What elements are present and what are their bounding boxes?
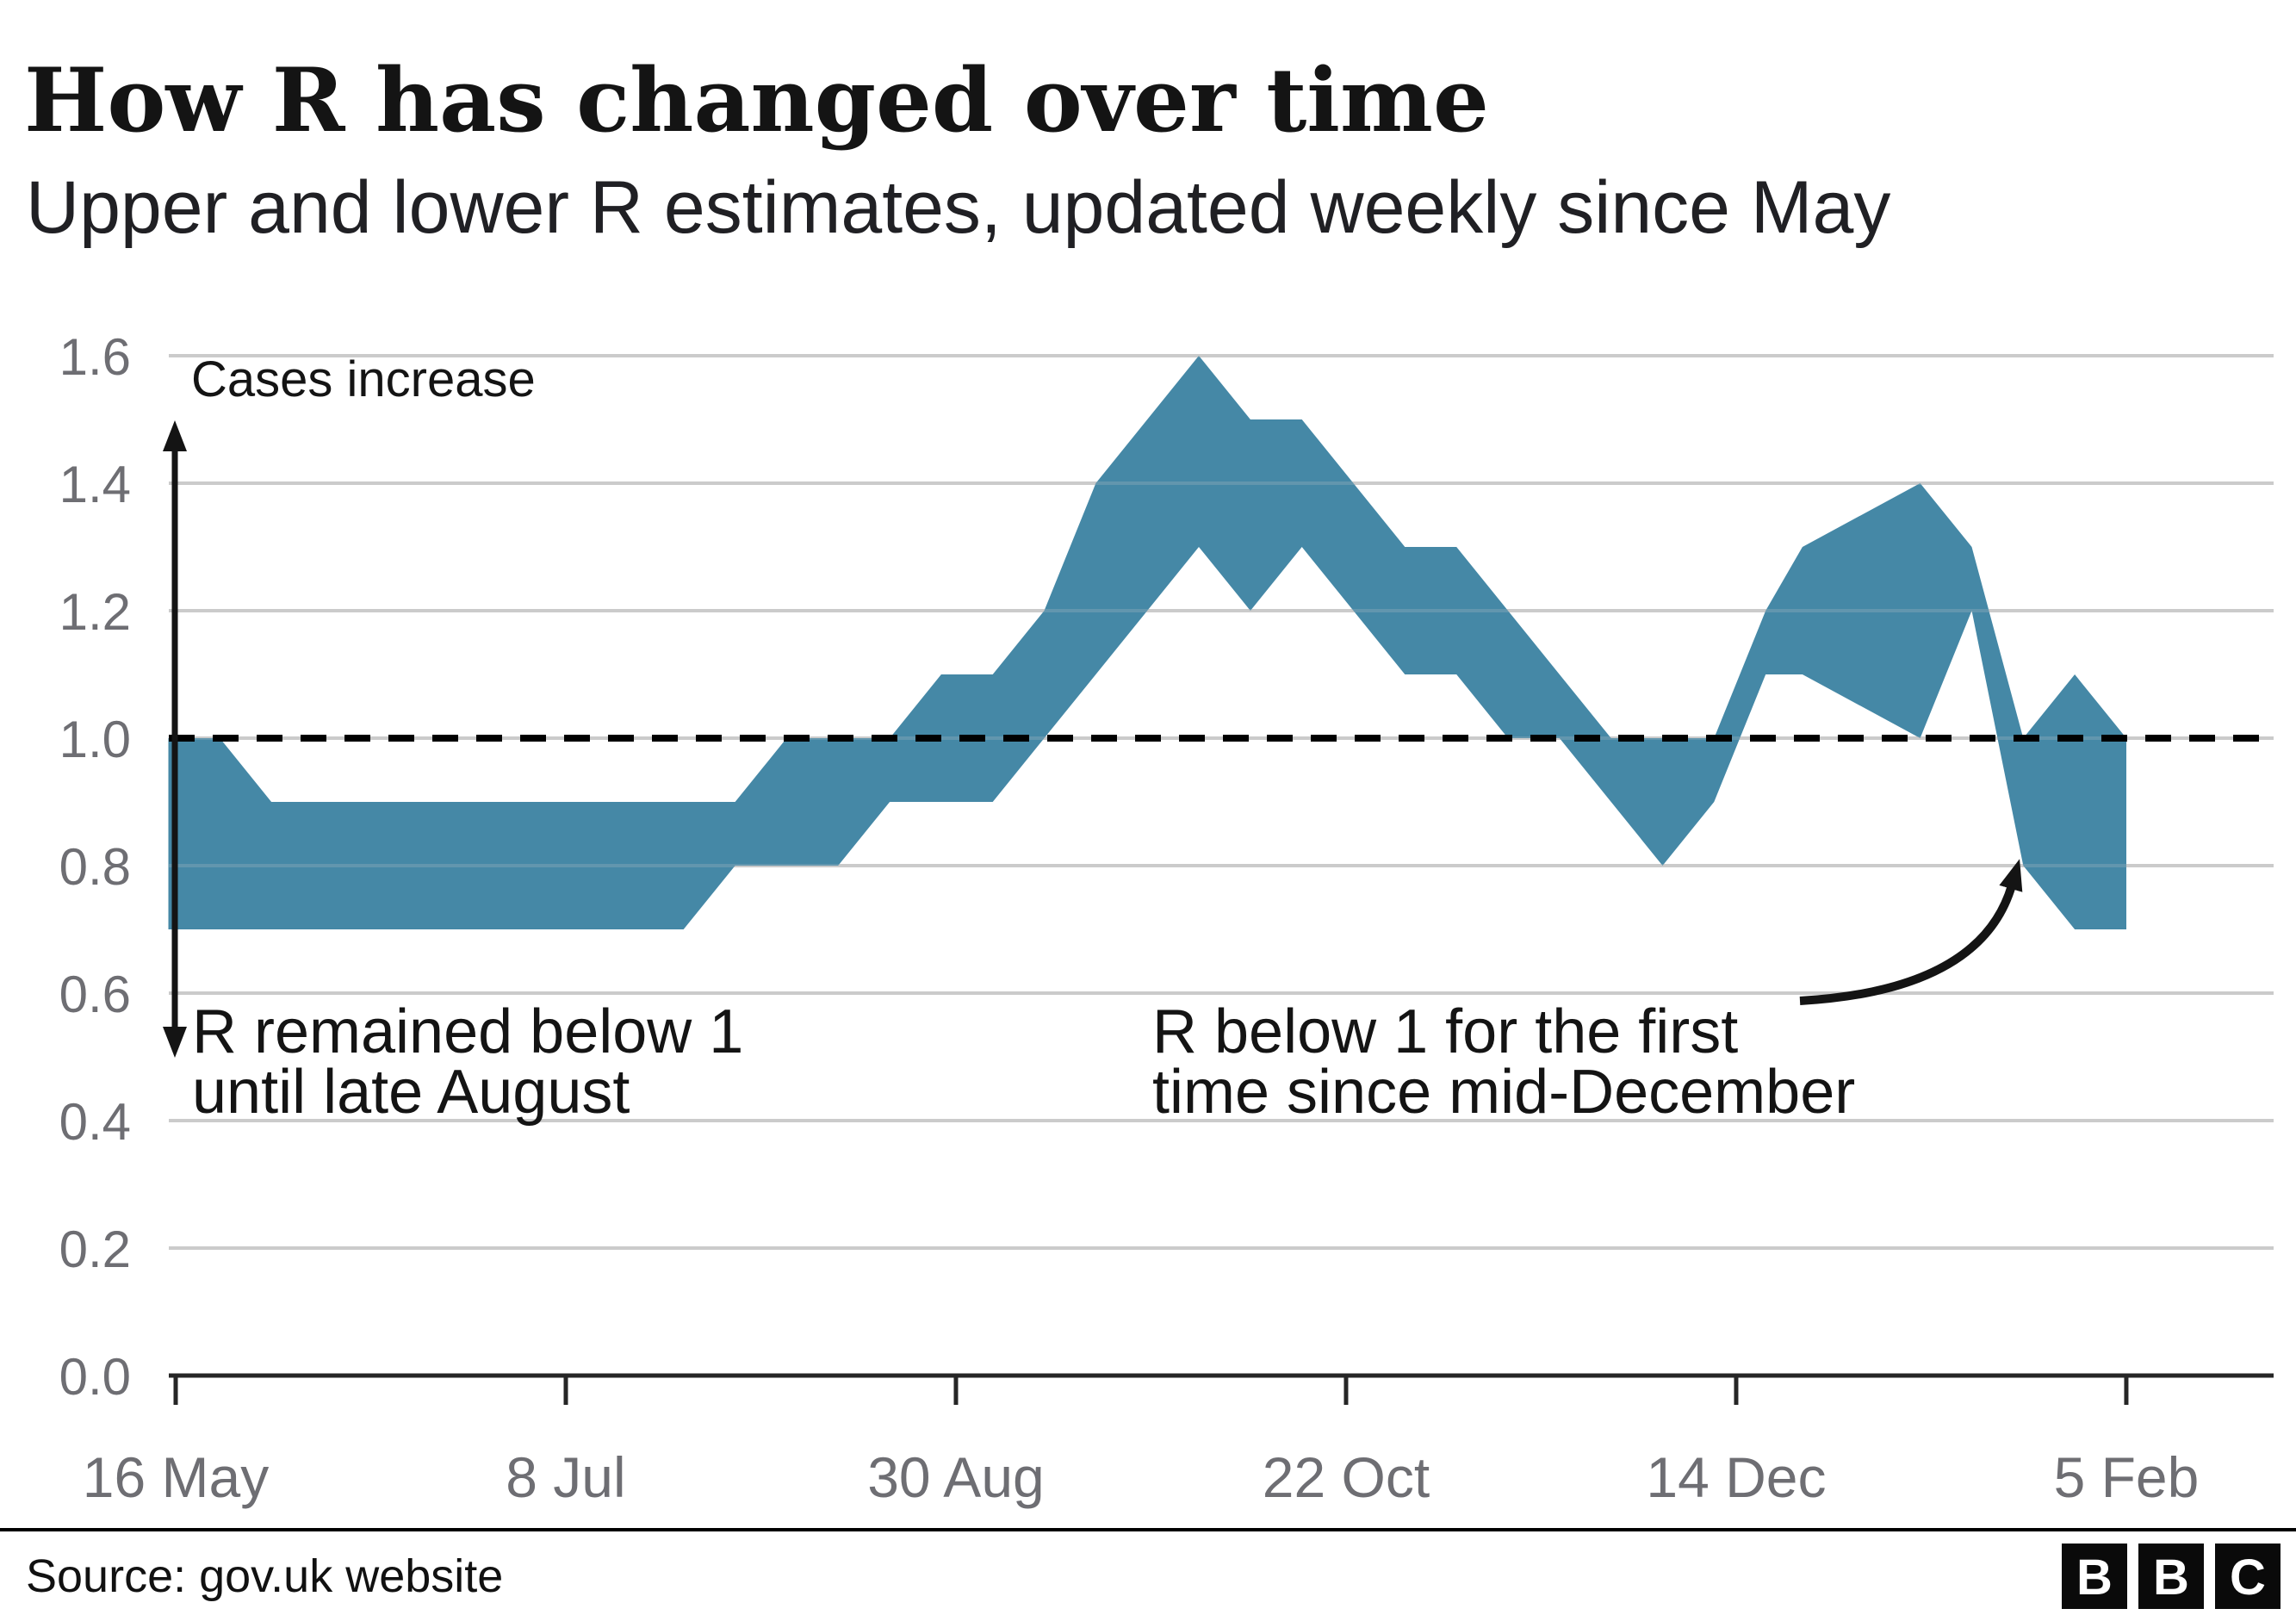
x-tick-label: 22 Oct: [1263, 1445, 1430, 1509]
annotation-below1-december-line1: R below 1 for the first: [1152, 997, 1738, 1066]
annotation-below1-august-line1: R remained below 1: [192, 997, 743, 1066]
curved-arrow-icon: [1799, 859, 2023, 1005]
y-gridlines-overlay: [169, 354, 2274, 1250]
bbc-logo-letter-1: B: [2076, 1550, 2113, 1606]
y-tick-label: 1.6: [59, 328, 131, 386]
y-tick-label: 0.0: [59, 1348, 131, 1406]
y-tick-label: 1.2: [59, 583, 131, 641]
x-axis: 16 May 8 Jul 30 Aug 22 Oct 14 Dec 5 Feb: [83, 1373, 2274, 1509]
annotation-below1-december-line2: time since mid-December: [1152, 1058, 1855, 1127]
bbc-logo-letter-2: B: [2153, 1550, 2189, 1606]
x-tick-label: 8 Jul: [506, 1445, 625, 1509]
y-axis-labels: 0.0 0.2 0.4 0.6 0.8 1.0 1.2 1.4 1.6: [59, 328, 131, 1406]
y-tick-label: 1.0: [59, 711, 131, 768]
x-tick-label: 16 May: [83, 1445, 269, 1509]
x-tick-label: 30 Aug: [867, 1445, 1045, 1509]
page-title: How R has changed over time: [24, 49, 1489, 152]
y-tick-label: 1.4: [59, 456, 131, 513]
annotation-cases-increase: Cases increase: [191, 351, 536, 407]
x-tick-label: 5 Feb: [2054, 1445, 2200, 1509]
y-tick-label: 0.2: [59, 1221, 131, 1278]
y-tick-label: 0.4: [59, 1093, 131, 1151]
x-tick-label: 14 Dec: [1646, 1445, 1826, 1509]
annotation-below1-august-line2: until late August: [192, 1058, 630, 1127]
bbc-logo-letter-3: C: [2230, 1550, 2266, 1606]
y-tick-label: 0.8: [59, 838, 131, 896]
bbc-logo: B B C: [2062, 1544, 2280, 1609]
r-estimate-band-area: [168, 356, 2126, 929]
y-tick-label: 0.6: [59, 966, 131, 1023]
source-label: Source: gov.uk website: [26, 1550, 503, 1602]
page-subtitle: Upper and lower R estimates, updated wee…: [26, 166, 1890, 249]
